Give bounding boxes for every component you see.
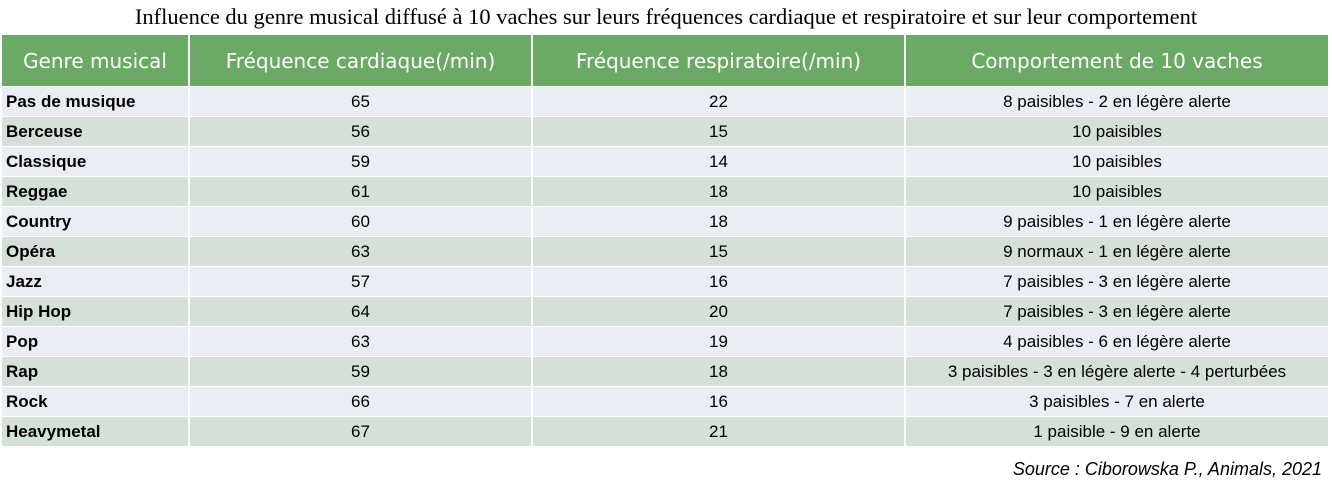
heart-rate-cell: 65 bbox=[189, 86, 533, 117]
heart-rate-cell: 56 bbox=[189, 116, 533, 147]
heart-rate-cell: 63 bbox=[189, 326, 533, 357]
respiratory-rate-cell: 20 bbox=[532, 296, 906, 327]
genre-cell: Heavymetal bbox=[2, 416, 190, 447]
behavior-cell: 4 paisibles - 6 en légère alerte bbox=[905, 326, 1328, 357]
table-title: Influence du genre musical diffusé à 10 … bbox=[134, 4, 1198, 29]
column-header-behavior: Comportement de 10 vaches bbox=[905, 35, 1328, 87]
heart-rate-cell: 66 bbox=[189, 386, 533, 417]
genre-cell: Classique bbox=[2, 146, 190, 177]
behavior-cell: 10 paisibles bbox=[905, 116, 1328, 147]
genre-cell: Country bbox=[2, 206, 190, 237]
respiratory-rate-cell: 16 bbox=[532, 266, 906, 297]
respiratory-rate-cell: 16 bbox=[532, 386, 906, 417]
table-row: Pas de musique 65 22 8 paisibles - 2 en … bbox=[2, 86, 1328, 117]
table-row: Rock 66 16 3 paisibles - 7 en alerte bbox=[2, 386, 1328, 417]
header-row: Genre musical Fréquence cardiaque(/min) … bbox=[2, 35, 1328, 87]
source-citation: Source : Ciborowska P., Animals, 2021 bbox=[1012, 459, 1322, 479]
table-row: Rap 59 18 3 paisibles - 3 en légère aler… bbox=[2, 356, 1328, 387]
heart-rate-cell: 59 bbox=[189, 146, 533, 177]
table-row: Classique 59 14 10 paisibles bbox=[2, 146, 1328, 177]
genre-cell: Jazz bbox=[2, 266, 190, 297]
table-row: Heavymetal 67 21 1 paisible - 9 en alert… bbox=[2, 416, 1328, 447]
table-row: Reggae 61 18 10 paisibles bbox=[2, 176, 1328, 207]
behavior-cell: 7 paisibles - 3 en légère alerte bbox=[905, 266, 1328, 297]
behavior-cell: 9 normaux - 1 en légère alerte bbox=[905, 236, 1328, 267]
heart-rate-cell: 60 bbox=[189, 206, 533, 237]
column-header-respiratory-rate: Fréquence respiratoire(/min) bbox=[532, 35, 906, 87]
respiratory-rate-cell: 18 bbox=[532, 176, 906, 207]
column-header-heart-rate: Fréquence cardiaque(/min) bbox=[189, 35, 533, 87]
genre-cell: Reggae bbox=[2, 176, 190, 207]
behavior-cell: 8 paisibles - 2 en légère alerte bbox=[905, 86, 1328, 117]
data-table: Genre musical Fréquence cardiaque(/min) … bbox=[2, 35, 1328, 447]
heart-rate-cell: 67 bbox=[189, 416, 533, 447]
genre-cell: Hip Hop bbox=[2, 296, 190, 327]
table-row: Pop 63 19 4 paisibles - 6 en légère aler… bbox=[2, 326, 1328, 357]
heart-rate-cell: 63 bbox=[189, 236, 533, 267]
heart-rate-cell: 59 bbox=[189, 356, 533, 387]
column-header-genre: Genre musical bbox=[2, 35, 190, 87]
genre-cell: Rap bbox=[2, 356, 190, 387]
table-row: Hip Hop 64 20 7 paisibles - 3 en légère … bbox=[2, 296, 1328, 327]
respiratory-rate-cell: 14 bbox=[532, 146, 906, 177]
behavior-cell: 3 paisibles - 3 en légère alerte - 4 per… bbox=[905, 356, 1328, 387]
table-row: Jazz 57 16 7 paisibles - 3 en légère ale… bbox=[2, 266, 1328, 297]
table-row: Berceuse 56 15 10 paisibles bbox=[2, 116, 1328, 147]
behavior-cell: 1 paisible - 9 en alerte bbox=[905, 416, 1328, 447]
table-row: Opéra 63 15 9 normaux - 1 en légère aler… bbox=[2, 236, 1328, 267]
heart-rate-cell: 64 bbox=[189, 296, 533, 327]
respiratory-rate-cell: 19 bbox=[532, 326, 906, 357]
heart-rate-cell: 61 bbox=[189, 176, 533, 207]
respiratory-rate-cell: 15 bbox=[532, 236, 906, 267]
respiratory-rate-cell: 21 bbox=[532, 416, 906, 447]
behavior-cell: 9 paisibles - 1 en légère alerte bbox=[905, 206, 1328, 237]
genre-cell: Pop bbox=[2, 326, 190, 357]
behavior-cell: 7 paisibles - 3 en légère alerte bbox=[905, 296, 1328, 327]
genre-cell: Rock bbox=[2, 386, 190, 417]
behavior-cell: 3 paisibles - 7 en alerte bbox=[905, 386, 1328, 417]
genre-cell: Berceuse bbox=[2, 116, 190, 147]
behavior-cell: 10 paisibles bbox=[905, 146, 1328, 177]
respiratory-rate-cell: 18 bbox=[532, 356, 906, 387]
table-row: Country 60 18 9 paisibles - 1 en légère … bbox=[2, 206, 1328, 237]
heart-rate-cell: 57 bbox=[189, 266, 533, 297]
genre-cell: Pas de musique bbox=[2, 86, 190, 117]
genre-cell: Opéra bbox=[2, 236, 190, 267]
respiratory-rate-cell: 18 bbox=[532, 206, 906, 237]
respiratory-rate-cell: 15 bbox=[532, 116, 906, 147]
respiratory-rate-cell: 22 bbox=[532, 86, 906, 117]
behavior-cell: 10 paisibles bbox=[905, 176, 1328, 207]
